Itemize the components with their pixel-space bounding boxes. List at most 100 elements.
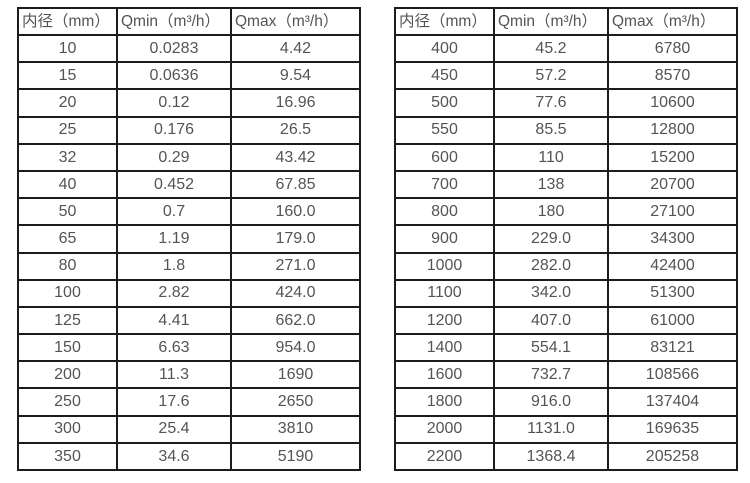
- table-row: 32 0.29 43.42: [17, 142, 361, 172]
- table-cell: 400: [394, 33, 495, 64]
- table-cell: 600: [394, 142, 495, 172]
- table-cell: 4.41: [116, 305, 232, 336]
- table-cell: 407.0: [493, 305, 609, 336]
- table-cell: 180: [493, 197, 609, 227]
- table-row: 15 0.0636 9.54: [17, 61, 361, 91]
- table-cell: 67.85: [230, 169, 361, 200]
- header-row: 内径（mm） Qmin（m³/h） Qmax（m³/h）: [17, 7, 361, 36]
- table-row: 1400 554.1 83121: [394, 333, 738, 363]
- table-cell: 0.29: [116, 142, 232, 172]
- table-row: 1800 916.0 137404: [394, 387, 738, 417]
- table-cell: 732.7: [493, 360, 609, 390]
- table-cell: 77.6: [493, 88, 609, 118]
- table-cell: 43.42: [230, 142, 361, 172]
- table-cell: 1000: [394, 251, 495, 281]
- table-cell: 9.54: [230, 61, 361, 91]
- table-cell: 0.0636: [116, 61, 232, 91]
- table-row: 125 4.41 662.0: [17, 305, 361, 336]
- col-header-qmax: Qmax（m³/h）: [607, 7, 738, 36]
- table-cell: 11.3: [116, 360, 232, 390]
- table-cell: 25: [17, 115, 118, 145]
- table-cell: 25.4: [116, 414, 232, 444]
- table-row: 1600 732.7 108566: [394, 360, 738, 390]
- col-header-qmax: Qmax（m³/h）: [230, 7, 361, 36]
- table-cell: 51300: [607, 278, 738, 308]
- table-cell: 0.452: [116, 169, 232, 200]
- table-row: 150 6.63 954.0: [17, 333, 361, 363]
- table-cell: 138: [493, 169, 609, 200]
- table-cell: 179.0: [230, 224, 361, 254]
- table-cell: 27100: [607, 197, 738, 227]
- table-cell: 4.42: [230, 33, 361, 64]
- table-cell: 1690: [230, 360, 361, 390]
- table-cell: 108566: [607, 360, 738, 390]
- table-cell: 1.19: [116, 224, 232, 254]
- flow-table-small-diameters: 内径（mm） Qmin（m³/h） Qmax（m³/h） 10 0.0283 4.4…: [17, 7, 361, 472]
- table-cell: 40: [17, 169, 118, 200]
- table-cell: 1100: [394, 278, 495, 308]
- table-cell: 20700: [607, 169, 738, 200]
- table-row: 500 77.6 10600: [394, 88, 738, 118]
- table-cell: 80: [17, 251, 118, 281]
- table-cell: 57.2: [493, 61, 609, 91]
- table-cell: 1131.0: [493, 414, 609, 444]
- table-cell: 554.1: [493, 333, 609, 363]
- table-cell: 169635: [607, 414, 738, 444]
- table-cell: 10600: [607, 88, 738, 118]
- table-cell: 10: [17, 33, 118, 64]
- col-header-qmin: Qmin（m³/h）: [493, 7, 609, 36]
- table-cell: 800: [394, 197, 495, 227]
- table-cell: 1200: [394, 305, 495, 336]
- table-cell: 1600: [394, 360, 495, 390]
- table-cell: 954.0: [230, 333, 361, 363]
- table-row: 2000 1131.0 169635: [394, 414, 738, 444]
- table-row: 1100 342.0 51300: [394, 278, 738, 308]
- table-cell: 2200: [394, 441, 495, 472]
- table-row: 300 25.4 3810: [17, 414, 361, 444]
- table-cell: 8570: [607, 61, 738, 91]
- table-cell: 350: [17, 441, 118, 472]
- table-cell: 2.82: [116, 278, 232, 308]
- table-row: 20 0.12 16.96: [17, 88, 361, 118]
- table-cell: 50: [17, 197, 118, 227]
- table-row: 600 110 15200: [394, 142, 738, 172]
- table-cell: 6780: [607, 33, 738, 64]
- table-cell: 1800: [394, 387, 495, 417]
- table-body: 10 0.0283 4.42 15 0.0636 9.54 20 0.12 16.96 25 0.1…: [17, 33, 361, 472]
- table-cell: 450: [394, 61, 495, 91]
- table-cell: 61000: [607, 305, 738, 336]
- col-header-inner-diameter: 内径（mm）: [17, 7, 118, 36]
- table-cell: 2650: [230, 387, 361, 417]
- table-cell: 15200: [607, 142, 738, 172]
- table-cell: 500: [394, 88, 495, 118]
- table-cell: 282.0: [493, 251, 609, 281]
- table-row: 700 138 20700: [394, 169, 738, 200]
- table-row: 800 180 27100: [394, 197, 738, 227]
- table-row: 40 0.452 67.85: [17, 169, 361, 200]
- table-row: 25 0.176 26.5: [17, 115, 361, 145]
- table-row: 10 0.0283 4.42: [17, 33, 361, 64]
- table-cell: 0.176: [116, 115, 232, 145]
- table-row: 350 34.6 5190: [17, 441, 361, 472]
- table-cell: 83121: [607, 333, 738, 363]
- table-cell: 2000: [394, 414, 495, 444]
- table-cell: 700: [394, 169, 495, 200]
- table-cell: 34.6: [116, 441, 232, 472]
- table-cell: 662.0: [230, 305, 361, 336]
- table-row: 1000 282.0 42400: [394, 251, 738, 281]
- table-row: 100 2.82 424.0: [17, 278, 361, 308]
- table-cell: 250: [17, 387, 118, 417]
- table-cell: 916.0: [493, 387, 609, 417]
- table-row: 550 85.5 12800: [394, 115, 738, 145]
- table-cell: 229.0: [493, 224, 609, 254]
- table-cell: 125: [17, 305, 118, 336]
- table-cell: 150: [17, 333, 118, 363]
- table-cell: 1.8: [116, 251, 232, 281]
- table-row: 2200 1368.4 205258: [394, 441, 738, 472]
- table-cell: 100: [17, 278, 118, 308]
- table-cell: 424.0: [230, 278, 361, 308]
- table-row: 900 229.0 34300: [394, 224, 738, 254]
- table-cell: 110: [493, 142, 609, 172]
- table-row: 200 11.3 1690: [17, 360, 361, 390]
